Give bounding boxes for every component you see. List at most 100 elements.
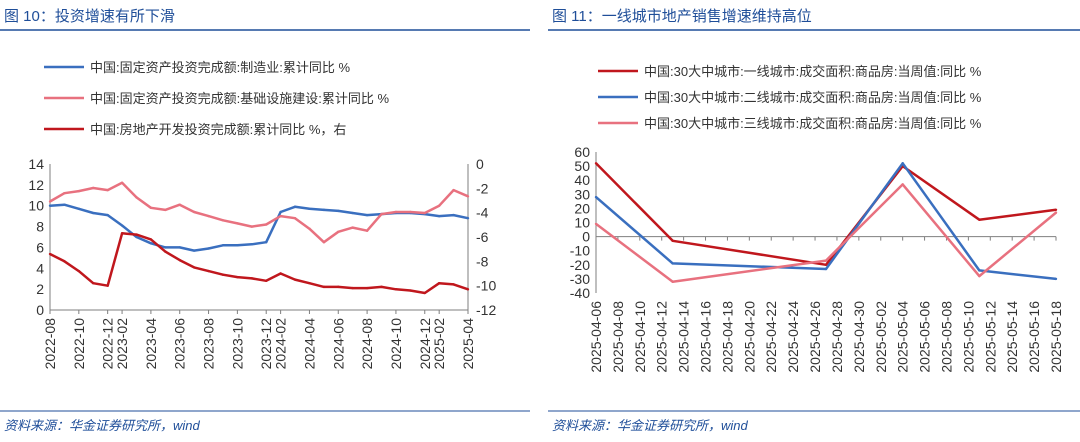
chart2-y-tick-label: 20 bbox=[574, 200, 590, 216]
legend1-label-realestate: 中国:房地产开发投资完成额:累计同比 %，右 bbox=[90, 122, 346, 137]
chart1-series-0-point bbox=[365, 213, 369, 217]
chart2-x-tick-label: 2025-05-08 bbox=[938, 301, 954, 373]
legend1-label-infrastructure: 中国:固定资产投资完成额:基础设施建设:累计同比 % bbox=[90, 91, 389, 106]
chart1-right-tick-label: -8 bbox=[476, 253, 489, 269]
chart1-x-tick-label: 2023-04 bbox=[143, 318, 159, 370]
chart1-series-line-1 bbox=[49, 181, 469, 244]
chart1-series-1-point bbox=[279, 214, 282, 218]
chart1-series-2-point bbox=[423, 291, 426, 295]
chart2-x-tick-label: 2025-04-18 bbox=[719, 301, 735, 373]
chart2-x-tick-label: 2025-04-08 bbox=[610, 301, 626, 373]
chart2-x-tick-label: 2025-04-06 bbox=[588, 301, 604, 373]
chart2-y-tick-label: -10 bbox=[570, 243, 590, 259]
chart2-x-tick-label: 2025-05-18 bbox=[1048, 301, 1064, 373]
chart2-x-tick-label: 2025-04-26 bbox=[807, 301, 823, 373]
chart1-x-tick-label: 2024-12 bbox=[417, 318, 433, 370]
chart1-left-tick-label: 10 bbox=[28, 198, 44, 214]
chart2-y-tick-label: 50 bbox=[574, 158, 590, 174]
chart1-x-tick-label: 2024-08 bbox=[359, 318, 375, 370]
chart2-title: 图 11：一线城市地产销售增速维持高位 bbox=[552, 8, 812, 25]
source-note-right: 资料来源：华金证券研究所，wind bbox=[552, 418, 749, 433]
chart1-series-0-point bbox=[308, 207, 311, 211]
chart1-series-0-point bbox=[48, 204, 52, 207]
chart1-series-1-point bbox=[149, 206, 153, 209]
chart2-y-tick-label: 10 bbox=[574, 215, 590, 231]
chart2-series-2-point bbox=[1054, 211, 1058, 214]
chart1-series-0-point bbox=[236, 244, 239, 247]
chart1-series-0-point bbox=[221, 244, 225, 247]
chart1-series-2-point bbox=[265, 279, 268, 282]
chart1-series-2-point bbox=[322, 285, 326, 289]
chart1-right-tick-label: -12 bbox=[476, 302, 496, 318]
chart1-series-1-point bbox=[48, 200, 52, 203]
chart2-series-0-point bbox=[824, 263, 828, 266]
chart1-right-tick-label: 0 bbox=[476, 156, 484, 172]
chart2-x-tick-label: 2025-04-12 bbox=[654, 301, 670, 373]
chart1-series-2-point bbox=[250, 277, 253, 280]
chart1-series-1-point bbox=[365, 229, 369, 232]
chart1-series-2-point bbox=[279, 272, 282, 275]
chart1-series-0-point bbox=[192, 249, 196, 252]
chart1-series-1-point bbox=[308, 227, 311, 230]
chart1-right-tick-label: -6 bbox=[476, 229, 489, 245]
chart1-series-1-point bbox=[164, 208, 167, 212]
chart2-x-tick-label: 2025-04-10 bbox=[632, 301, 648, 373]
chart1-series-0-point bbox=[250, 243, 253, 246]
chart2-series-1-point bbox=[594, 195, 598, 199]
chart2-x-tick-label: 2025-05-06 bbox=[917, 301, 933, 373]
chart1-series-1-point bbox=[437, 204, 441, 207]
legend2-label-tier2: 中国:30大中城市:二线城市:成交面积:商品房:当周值:同比 % bbox=[644, 90, 982, 105]
chart2-x-tick-label: 2025-05-04 bbox=[895, 301, 911, 373]
chart1-right-tick-label: -10 bbox=[476, 278, 496, 294]
chart1-left-tick-label: 2 bbox=[36, 281, 44, 297]
chart1-series-1-point bbox=[380, 212, 383, 216]
chart1-series-0-point bbox=[178, 246, 181, 249]
chart1-left-tick-label: 8 bbox=[36, 219, 44, 235]
chart1-series-0-point bbox=[293, 205, 297, 208]
chart2-y-tick-label: -30 bbox=[570, 271, 590, 287]
chart1-series-0-point bbox=[351, 211, 354, 215]
chart1-series-2-point bbox=[351, 286, 354, 290]
chart1-x-tick-label: 2023-10 bbox=[229, 318, 245, 370]
chart1-series-2-point bbox=[409, 289, 412, 292]
chart1-series-2-point bbox=[337, 285, 340, 289]
chart1-series-2-point bbox=[466, 288, 470, 291]
chart1-series-1-point bbox=[351, 226, 354, 229]
chart2-x-tick-label: 2025-04-16 bbox=[698, 301, 714, 373]
chart2-series-2-point bbox=[671, 280, 674, 283]
chart2-series-line-2 bbox=[595, 183, 1057, 283]
chart1-right-tick-label: -4 bbox=[476, 205, 489, 221]
chart1-series-0-point bbox=[135, 235, 138, 239]
chart1-series-2-point bbox=[63, 260, 66, 263]
chart1-left-tick-label: 4 bbox=[36, 260, 44, 276]
chart1-series-1-point bbox=[423, 211, 426, 215]
chart1-x-tick-label: 2025-04 bbox=[460, 318, 476, 370]
chart1-series-2-point bbox=[149, 238, 153, 241]
chart1-left-tick-label: 0 bbox=[36, 302, 44, 318]
chart1-series-1-point bbox=[192, 210, 196, 214]
chart1-x-tick-label: 2025-02 bbox=[431, 318, 447, 370]
chart1-series-2-point bbox=[192, 266, 196, 269]
chart1-series-2-point bbox=[380, 285, 383, 289]
chart2-x-tick-label: 2025-04-14 bbox=[676, 301, 692, 373]
chart1-series-1-point bbox=[106, 188, 109, 192]
legend2-label-tier3: 中国:30大中城市:三线城市:成交面积:商品房:当周值:同比 % bbox=[644, 116, 982, 131]
chart1-x-tick-label: 2023-08 bbox=[201, 318, 217, 370]
chart2-y-tick-label: -20 bbox=[570, 257, 590, 273]
chart1-series-1-point bbox=[322, 241, 326, 244]
chart1-series-2-point bbox=[308, 282, 311, 285]
chart1-series-2-point bbox=[178, 258, 181, 262]
chart2-series-0-point bbox=[594, 162, 598, 165]
chart1-x-tick-label: 2022-10 bbox=[71, 318, 87, 370]
chart1-series-0-point bbox=[120, 224, 124, 227]
chart1-series-1-point bbox=[452, 188, 455, 192]
chart2-series-2-point bbox=[594, 222, 598, 226]
chart2-x-tick-label: 2025-04-28 bbox=[829, 301, 845, 373]
chart1-series-0-point bbox=[164, 246, 167, 249]
chart1-x-tick-label: 2024-02 bbox=[273, 318, 289, 370]
chart1-series-2-point bbox=[164, 250, 167, 253]
chart1-series-2-point bbox=[293, 278, 297, 281]
chart1-series-2-point bbox=[221, 273, 225, 276]
